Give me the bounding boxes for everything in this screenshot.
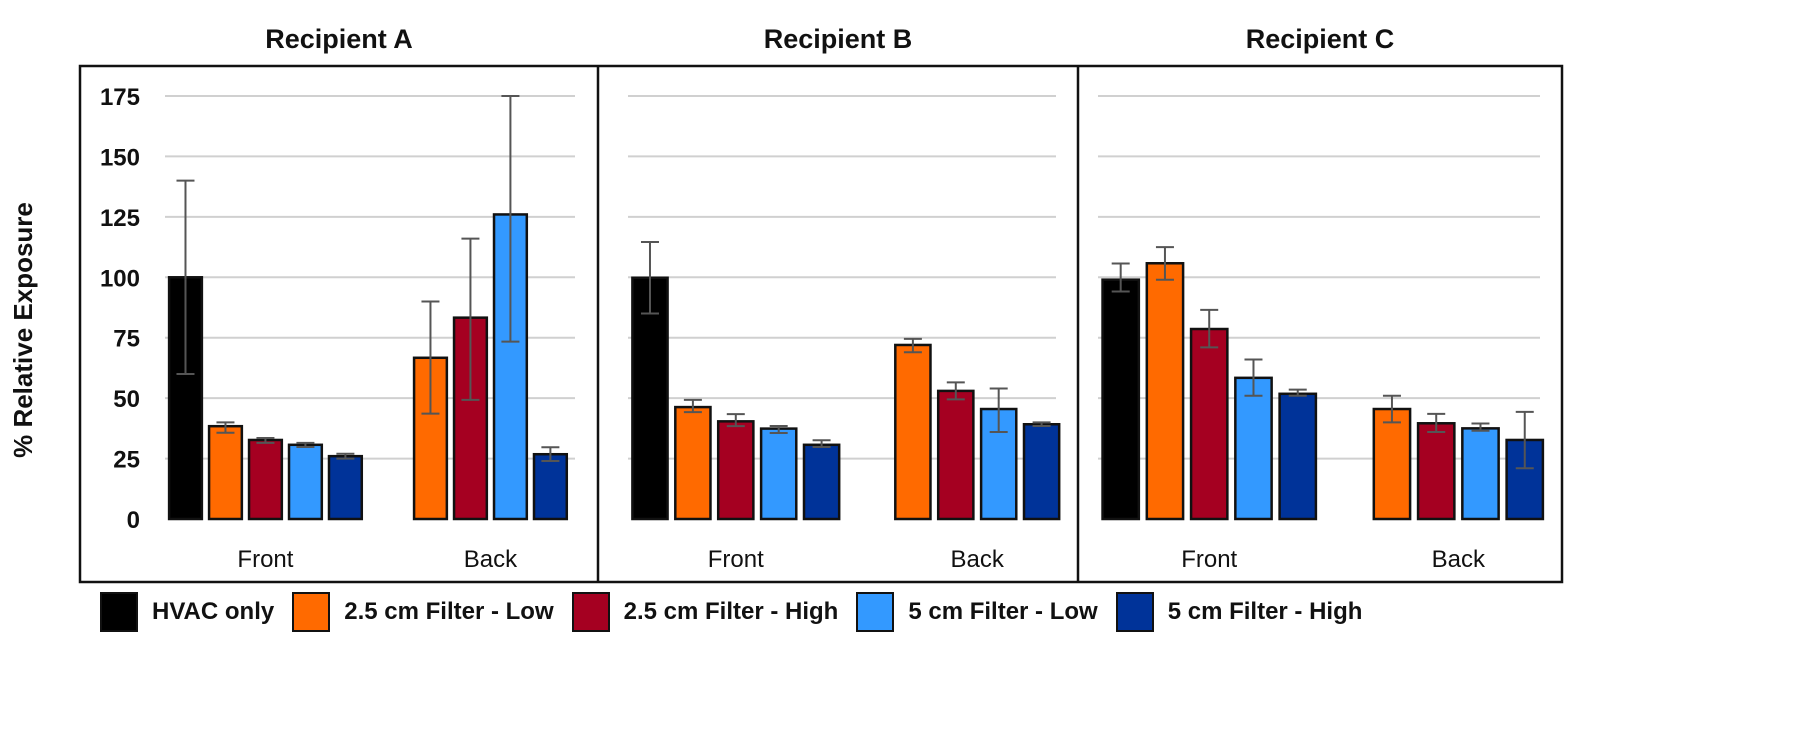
y-tick-label: 75	[113, 326, 140, 353]
bar	[1189, 327, 1229, 521]
y-tick-label: 50	[113, 386, 140, 413]
legend-label: 5 cm Filter - Low	[908, 598, 1098, 625]
bar	[1234, 376, 1273, 521]
legend-swatch	[292, 592, 331, 632]
legend-swatch	[100, 592, 138, 632]
legend-label: 2.5 cm Filter - Low	[344, 598, 554, 625]
y-tick-label: 0	[127, 507, 140, 534]
legend-item-2-5cm-low: 2.5 cm Filter - Low	[292, 592, 554, 632]
legend-swatch	[1115, 592, 1154, 632]
x-category-label: Back	[464, 546, 518, 573]
bar	[1145, 262, 1185, 521]
bar	[802, 443, 841, 521]
plot-border	[78, 64, 1564, 584]
y-tick-label: 125	[100, 205, 140, 232]
bar	[207, 424, 244, 521]
bar	[936, 389, 975, 521]
legend-label: 2.5 cm Filter - High	[623, 598, 839, 625]
legend-swatch	[856, 592, 895, 632]
x-category-label: Front	[1181, 546, 1237, 573]
legend: HVAC only 2.5 cm Filter - Low 2.5 cm Fil…	[100, 592, 1380, 632]
legend-swatch	[571, 592, 610, 632]
legend-item-5cm-low: 5 cm Filter - Low	[856, 592, 1098, 632]
bar	[674, 405, 712, 521]
bar	[247, 438, 284, 521]
bar	[759, 427, 798, 521]
legend-label: 5 cm Filter - High	[1167, 598, 1363, 625]
bar	[287, 443, 324, 521]
bar	[1022, 422, 1061, 521]
bar	[1278, 392, 1318, 521]
bar	[1461, 427, 1500, 521]
chart-frame	[78, 64, 1564, 584]
legend-item-hvac-only: HVAC only	[100, 592, 274, 632]
x-category-label: Back	[951, 546, 1005, 573]
panel-title: Recipient B	[764, 24, 913, 54]
legend-label: HVAC only	[152, 598, 275, 625]
bar	[1372, 407, 1412, 521]
y-tick-label: 100	[100, 265, 140, 292]
bar	[716, 420, 755, 521]
panel-title: Recipient C	[1246, 24, 1395, 54]
x-category-label: Front	[708, 546, 764, 573]
panel-recipient-a: Recipient A Front Back	[165, 24, 575, 573]
legend-item-5cm-high: 5 cm Filter - High	[1115, 592, 1363, 632]
y-axis-label: % Relative Exposure	[8, 202, 38, 458]
bar	[1101, 278, 1141, 521]
bar	[327, 454, 364, 521]
chart-svg: % Relative Exposure 0255075100125150175 …	[8, 24, 1564, 584]
y-tick-label: 150	[100, 144, 140, 171]
y-tick-label: 175	[100, 84, 140, 111]
y-axis-ticks: 0 25 50 75 100 125 150 175	[100, 84, 140, 534]
panel-recipient-b: Recipient B Front Back	[628, 24, 1061, 573]
bar	[1416, 422, 1456, 521]
x-category-label: Front	[237, 546, 293, 573]
bar	[532, 452, 569, 521]
bar	[894, 343, 932, 521]
y-tick-label: 25	[113, 447, 140, 474]
x-category-label: Back	[1432, 546, 1486, 573]
legend-item-2-5cm-high: 2.5 cm Filter - High	[571, 592, 839, 632]
panel-recipient-c: Recipient C Front Back	[1098, 24, 1545, 573]
panel-title: Recipient A	[265, 24, 413, 54]
panels: Recipient A Front Back Recipient B Front Back…	[165, 24, 1545, 573]
